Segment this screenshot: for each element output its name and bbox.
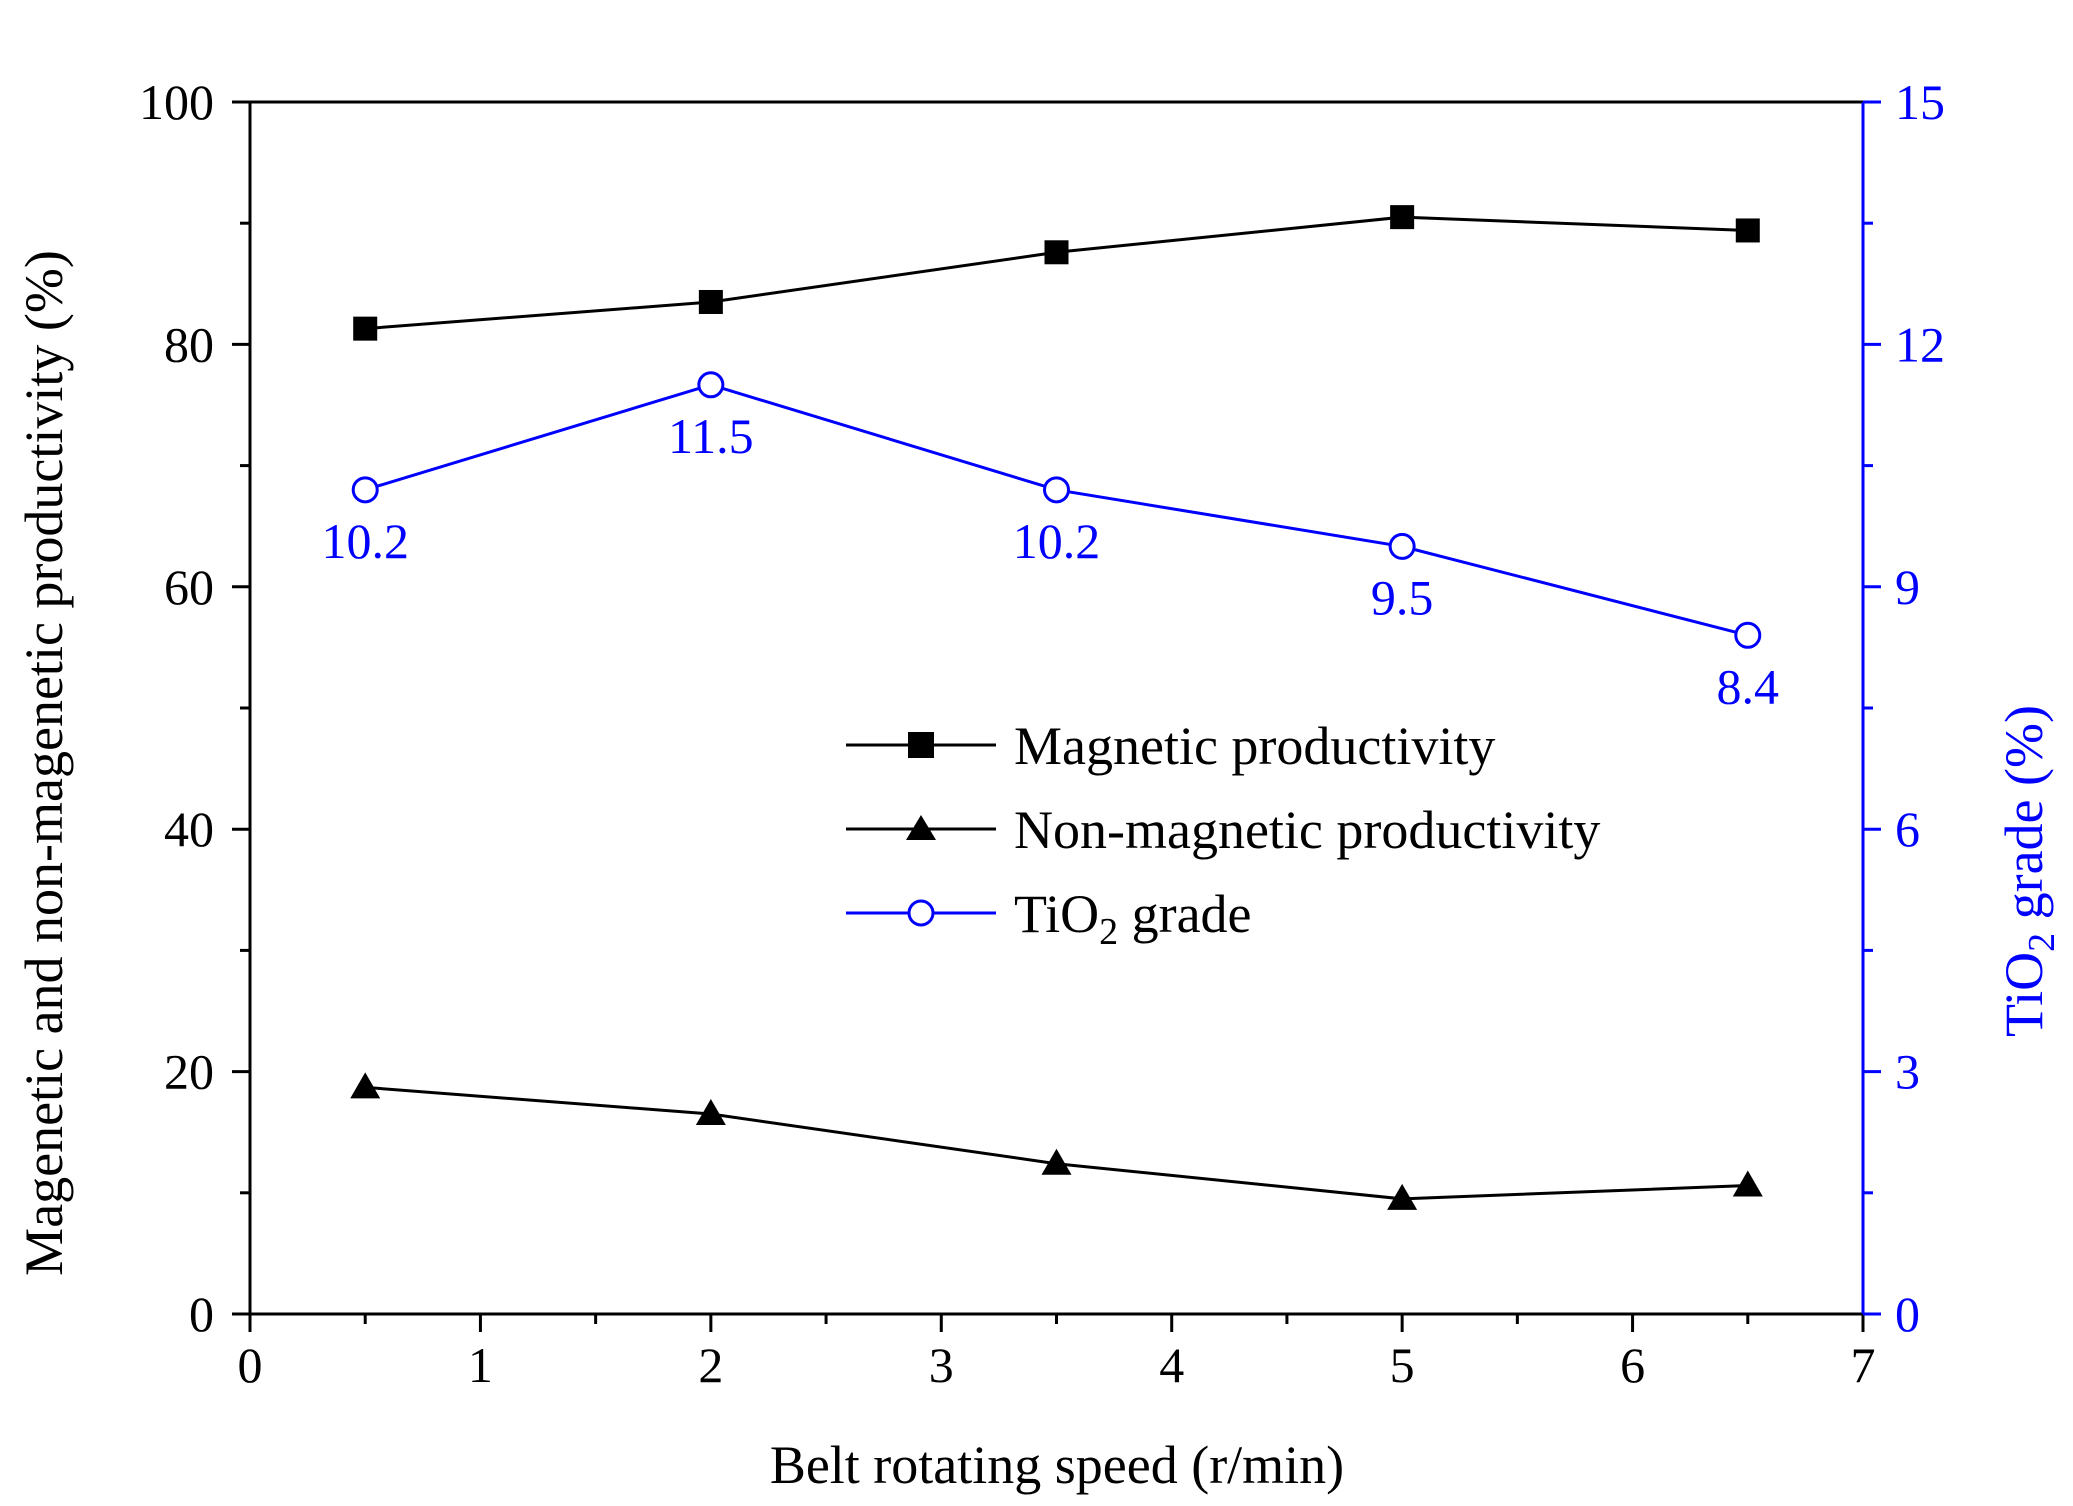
- x-tick-label: 0: [238, 1337, 263, 1393]
- data-label: 10.2: [1013, 513, 1101, 569]
- y-left-tick-label: 0: [189, 1286, 214, 1342]
- y-left-tick-label: 20: [164, 1044, 214, 1100]
- y-right-tick-label: 3: [1895, 1044, 1920, 1100]
- data-point-circle: [1043, 476, 1070, 504]
- y-right-title-sub: 2: [2021, 933, 2063, 952]
- data-point-circle: [1388, 532, 1416, 560]
- data-point-circle: [1734, 621, 1762, 649]
- legend-tio2-base: TiO: [1014, 884, 1099, 944]
- data-point-square: [1044, 240, 1069, 265]
- y-left-tick-label: 100: [139, 74, 214, 130]
- data-point-triangle: [695, 1099, 726, 1126]
- x-tick-label: 4: [1159, 1337, 1184, 1393]
- y-right-tick-label: 15: [1895, 74, 1945, 130]
- data-label: 8.4: [1717, 658, 1780, 714]
- data-point-circle: [697, 371, 725, 399]
- x-axis-title: Belt rotating speed (r/min): [770, 1435, 1344, 1495]
- data-point-triangle: [1732, 1170, 1763, 1197]
- data-point-triangle: [1041, 1148, 1072, 1175]
- x-tick-label: 7: [1851, 1337, 1876, 1393]
- data-point-square: [353, 316, 378, 341]
- y-left-tick-label: 80: [164, 316, 214, 372]
- data-label: 9.5: [1371, 569, 1434, 625]
- series-line-0: [365, 215, 1748, 331]
- x-tick-label: 3: [929, 1337, 954, 1393]
- data-point-triangle: [350, 1072, 381, 1099]
- y-left-axis-title: Magenetic and non-magenetic productivity…: [14, 250, 74, 1276]
- x-tick-label: 6: [1620, 1337, 1645, 1393]
- data-label: 10.2: [321, 513, 409, 569]
- data-point-triangle: [1387, 1183, 1418, 1210]
- y-left-tick-label: 40: [164, 801, 214, 857]
- legend: Magnetic productivity Non-magnetic produ…: [846, 716, 1600, 953]
- y-left-tick-label: 60: [164, 559, 214, 615]
- series-line-1: [365, 1085, 1748, 1201]
- legend-marker-triangle: [906, 815, 936, 840]
- data-point-square: [698, 289, 723, 314]
- y-right-tick-label: 9: [1895, 559, 1920, 615]
- data-point-square: [1390, 205, 1415, 230]
- legend-label-nonmagnetic: Non-magnetic productivity: [1014, 800, 1600, 860]
- data-point-square: [1735, 218, 1760, 243]
- y-right-tick-label: 6: [1895, 801, 1920, 857]
- series-line-2: [364, 383, 1749, 637]
- y-right-tick-label: 12: [1895, 316, 1945, 372]
- data-point-circle: [351, 476, 379, 504]
- y-right-title-base: TiO: [1994, 952, 2054, 1037]
- data-label: 11.5: [668, 408, 754, 464]
- x-tick-label: 5: [1390, 1337, 1415, 1393]
- legend-label-magnetic: Magnetic productivity: [1014, 716, 1495, 776]
- legend-marker-circle: [907, 899, 935, 927]
- legend-tio2-sub: 2: [1099, 911, 1118, 953]
- legend-marker-square: [908, 732, 934, 758]
- legend-label-tio2: TiO2 grade: [1014, 884, 1252, 953]
- x-tick-label: 2: [698, 1337, 723, 1393]
- y-right-tick-label: 0: [1895, 1286, 1920, 1342]
- legend-tio2-rest: grade: [1118, 884, 1251, 944]
- y-right-axis-title: TiO2 grade (%): [1994, 705, 2063, 1037]
- y-right-title-rest: grade (%): [1994, 705, 2054, 933]
- x-tick-label: 1: [468, 1337, 493, 1393]
